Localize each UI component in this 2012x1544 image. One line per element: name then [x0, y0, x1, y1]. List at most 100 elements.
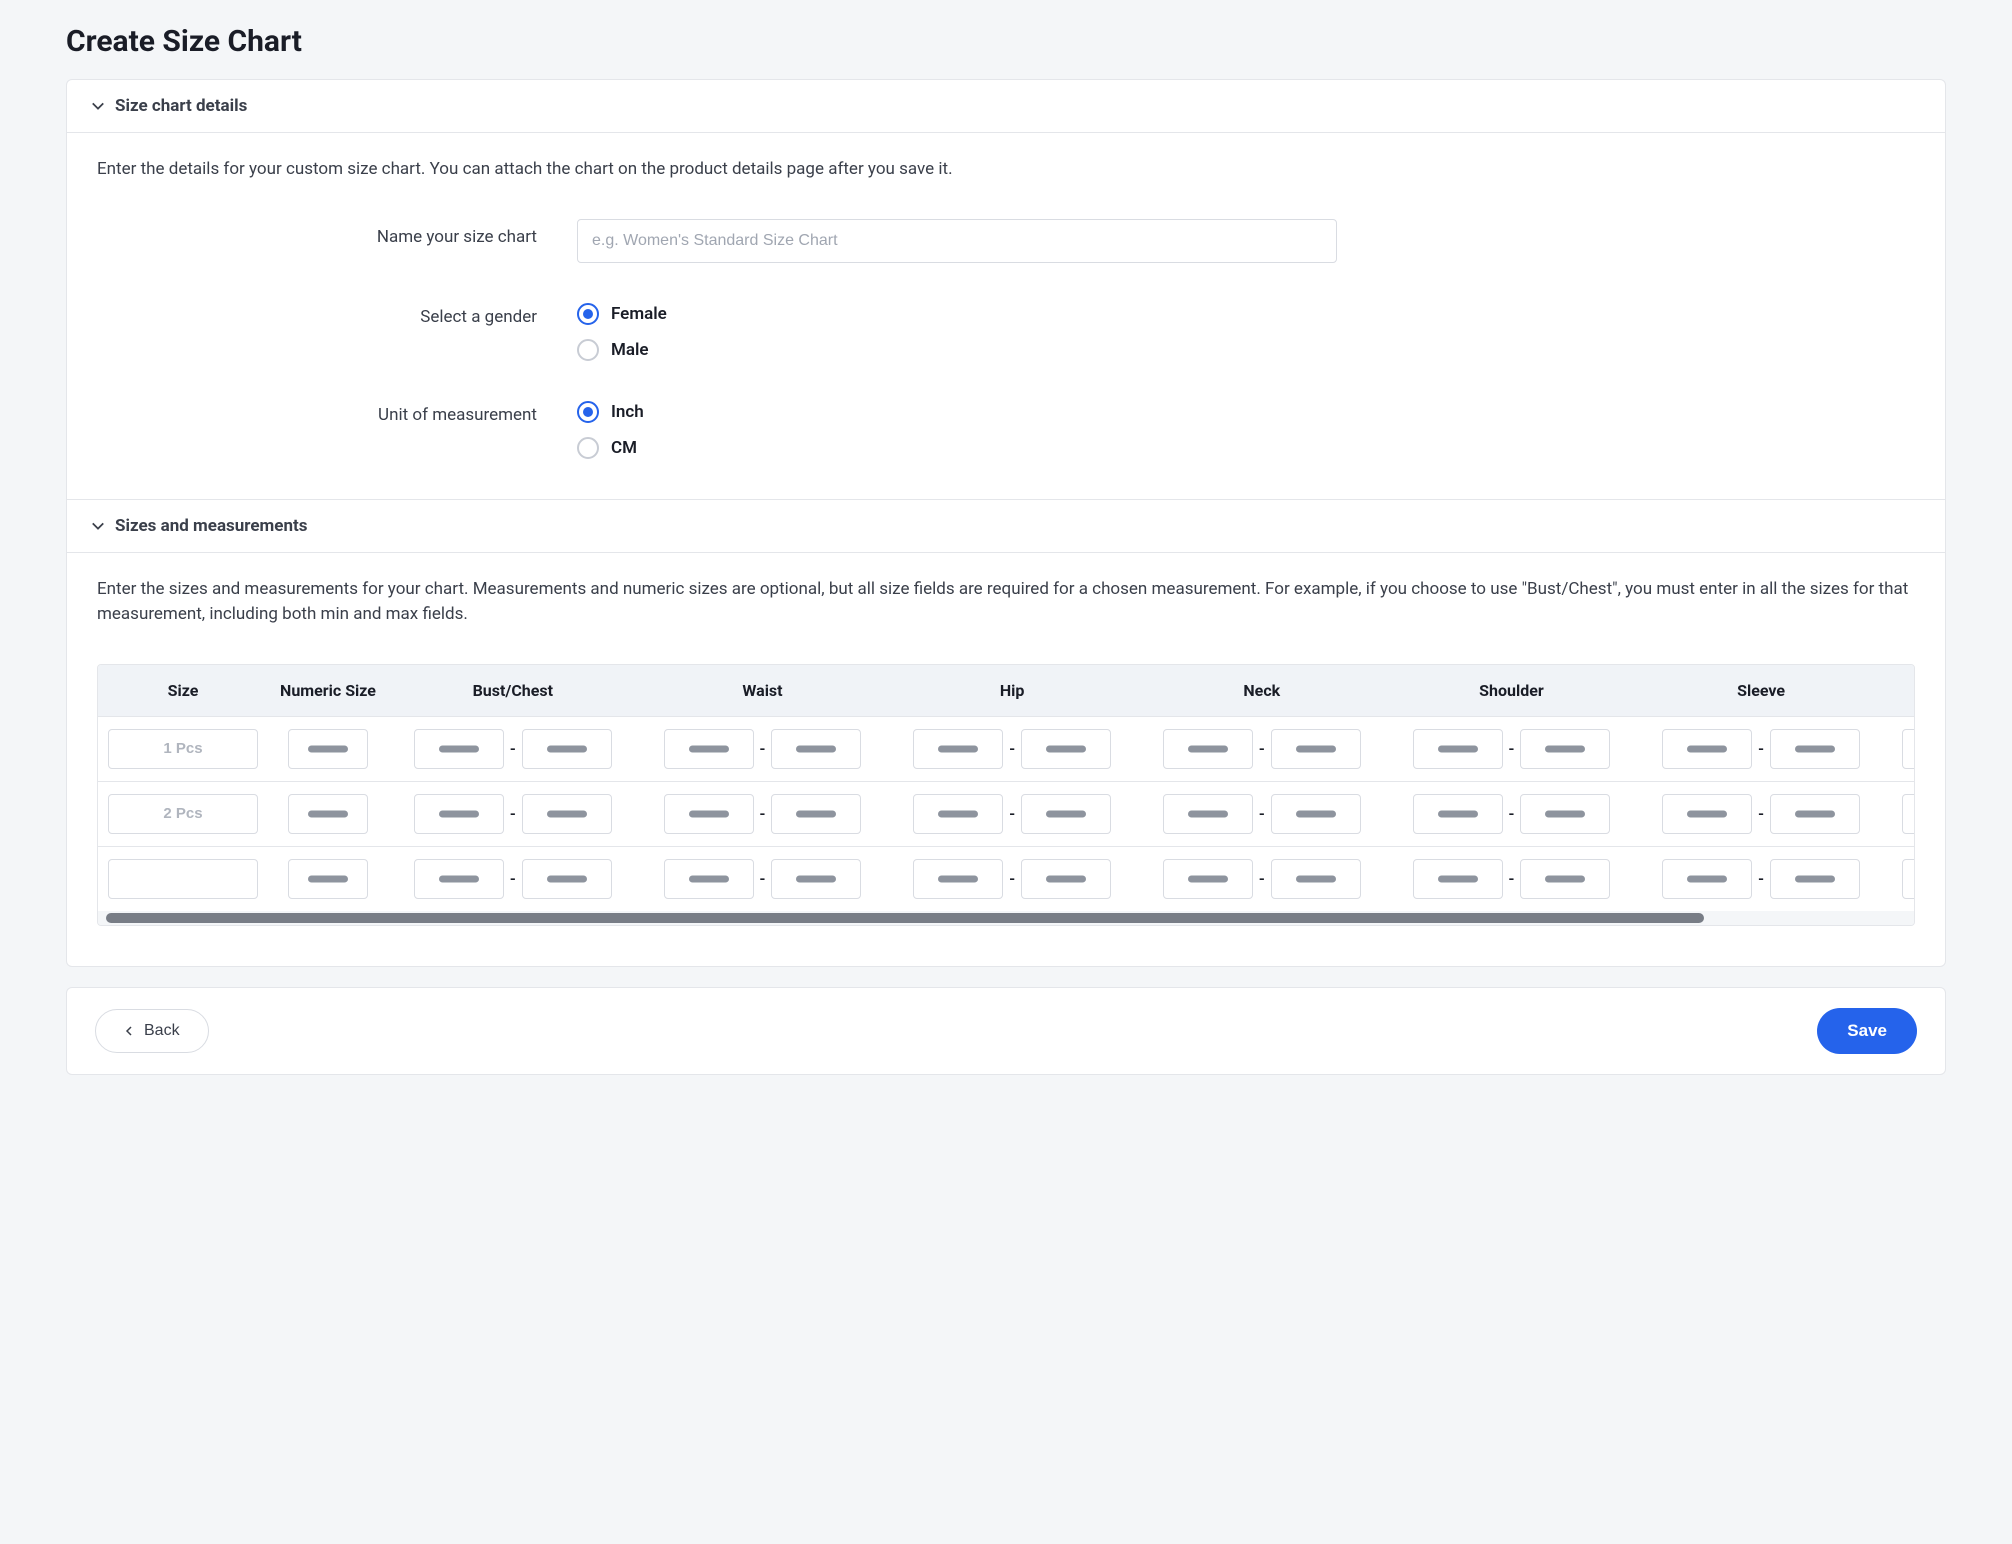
size-input[interactable]	[108, 859, 258, 899]
range-dash: -	[760, 869, 766, 888]
unit-radio-inch[interactable]: Inch	[577, 401, 1915, 423]
column-header-size: Size	[98, 665, 268, 717]
range-dash: -	[510, 804, 516, 823]
table-cell-hip: -	[887, 846, 1137, 911]
table-cell-sleeve: -	[1636, 846, 1886, 911]
details-section-header[interactable]: Size chart details	[67, 80, 1945, 133]
hip-min-input[interactable]	[913, 859, 1003, 899]
shoulder-min-input[interactable]	[1413, 794, 1503, 834]
table-cell-sleeve: -	[1636, 781, 1886, 846]
save-button[interactable]: Save	[1817, 1008, 1917, 1054]
neck-max-input[interactable]	[1271, 729, 1361, 769]
waist-max-input[interactable]	[771, 859, 861, 899]
column-header-hip: Hip	[887, 665, 1137, 717]
details-intro-text: Enter the details for your custom size c…	[97, 157, 1915, 183]
radio-circle-icon	[577, 339, 599, 361]
bust_chest-min-input[interactable]	[414, 729, 504, 769]
waist-min-input[interactable]	[664, 729, 754, 769]
table-cell-hip: -	[887, 716, 1137, 781]
waist-min-input[interactable]	[664, 859, 754, 899]
table-cell-neck: -	[1137, 846, 1387, 911]
radio-circle-icon	[577, 401, 599, 423]
measurements-section-title: Sizes and measurements	[115, 516, 307, 536]
measurements-section-body: Enter the sizes and measurements for you…	[67, 553, 1945, 966]
gender-radio-male[interactable]: Male	[577, 339, 1915, 361]
hip-max-input[interactable]	[1021, 794, 1111, 834]
measurements-table-wrap: SizeNumeric SizeBust/ChestWaistHipNeckSh…	[97, 664, 1915, 926]
bust_chest-max-input[interactable]	[522, 729, 612, 769]
shoulder-max-input[interactable]	[1520, 794, 1610, 834]
bust_chest-min-input[interactable]	[414, 794, 504, 834]
chevron-down-icon	[91, 99, 105, 113]
range-dash: -	[1758, 739, 1764, 758]
sleeve-max-input[interactable]	[1770, 729, 1860, 769]
table-cell-shoulder: -	[1387, 716, 1637, 781]
waist-max-input[interactable]	[771, 729, 861, 769]
waist-min-input[interactable]	[664, 794, 754, 834]
shoulder-min-input[interactable]	[1413, 859, 1503, 899]
horizontal-scrollbar[interactable]	[98, 911, 1914, 925]
table-cell-size	[98, 846, 268, 911]
hip-min-input[interactable]	[913, 794, 1003, 834]
table-cell-bust_chest: -	[388, 781, 638, 846]
gender-radio-female[interactable]: Female	[577, 303, 1915, 325]
column-header-waist: Waist	[638, 665, 888, 717]
table-cell-shoulder: -	[1387, 846, 1637, 911]
bust_chest-max-input[interactable]	[522, 859, 612, 899]
back-button[interactable]: Back	[95, 1009, 209, 1053]
hip-max-input[interactable]	[1021, 729, 1111, 769]
neck-min-input[interactable]	[1163, 729, 1253, 769]
details-section-body: Enter the details for your custom size c…	[67, 133, 1945, 499]
range-dash: -	[760, 804, 766, 823]
radio-circle-icon	[577, 303, 599, 325]
bust_chest-min-input[interactable]	[414, 859, 504, 899]
table-cell-hip: -	[887, 781, 1137, 846]
numeric_size-input[interactable]	[288, 859, 368, 899]
range-dash: -	[1259, 804, 1265, 823]
table-cell-neck: -	[1137, 781, 1387, 846]
neck-min-input[interactable]	[1163, 794, 1253, 834]
column-header-inseam: Ins	[1886, 665, 1914, 717]
size-input[interactable]	[108, 794, 258, 834]
sleeve-max-input[interactable]	[1770, 794, 1860, 834]
radio-label: Male	[611, 340, 649, 360]
range-dash: -	[1758, 804, 1764, 823]
neck-max-input[interactable]	[1271, 859, 1361, 899]
scrollbar-thumb[interactable]	[106, 913, 1704, 923]
range-dash: -	[1009, 804, 1015, 823]
neck-max-input[interactable]	[1271, 794, 1361, 834]
chevron-down-icon	[91, 519, 105, 533]
measurements-section-header[interactable]: Sizes and measurements	[67, 499, 1945, 553]
unit-radio-cm[interactable]: CM	[577, 437, 1915, 459]
inseam-input[interactable]	[1902, 729, 1914, 769]
sleeve-min-input[interactable]	[1662, 729, 1752, 769]
table-row: ------	[98, 781, 1914, 846]
table-cell-inseam	[1886, 781, 1914, 846]
table-cell-numeric_size	[268, 716, 388, 781]
waist-max-input[interactable]	[771, 794, 861, 834]
table-row: ------	[98, 716, 1914, 781]
numeric_size-input[interactable]	[288, 729, 368, 769]
hip-min-input[interactable]	[913, 729, 1003, 769]
sleeve-min-input[interactable]	[1662, 859, 1752, 899]
numeric_size-input[interactable]	[288, 794, 368, 834]
bust_chest-max-input[interactable]	[522, 794, 612, 834]
inseam-input[interactable]	[1902, 794, 1914, 834]
radio-label: CM	[611, 438, 637, 458]
shoulder-max-input[interactable]	[1520, 859, 1610, 899]
sleeve-max-input[interactable]	[1770, 859, 1860, 899]
radio-label: Female	[611, 304, 667, 324]
hip-max-input[interactable]	[1021, 859, 1111, 899]
back-button-label: Back	[144, 1022, 180, 1040]
chart-name-input[interactable]	[577, 219, 1337, 263]
shoulder-min-input[interactable]	[1413, 729, 1503, 769]
inseam-input[interactable]	[1902, 859, 1914, 899]
page-title: Create Size Chart	[66, 24, 1946, 59]
shoulder-max-input[interactable]	[1520, 729, 1610, 769]
sleeve-min-input[interactable]	[1662, 794, 1752, 834]
table-cell-waist: -	[638, 716, 888, 781]
chevron-left-icon	[124, 1026, 134, 1036]
column-header-numeric_size: Numeric Size	[268, 665, 388, 717]
neck-min-input[interactable]	[1163, 859, 1253, 899]
size-input[interactable]	[108, 729, 258, 769]
